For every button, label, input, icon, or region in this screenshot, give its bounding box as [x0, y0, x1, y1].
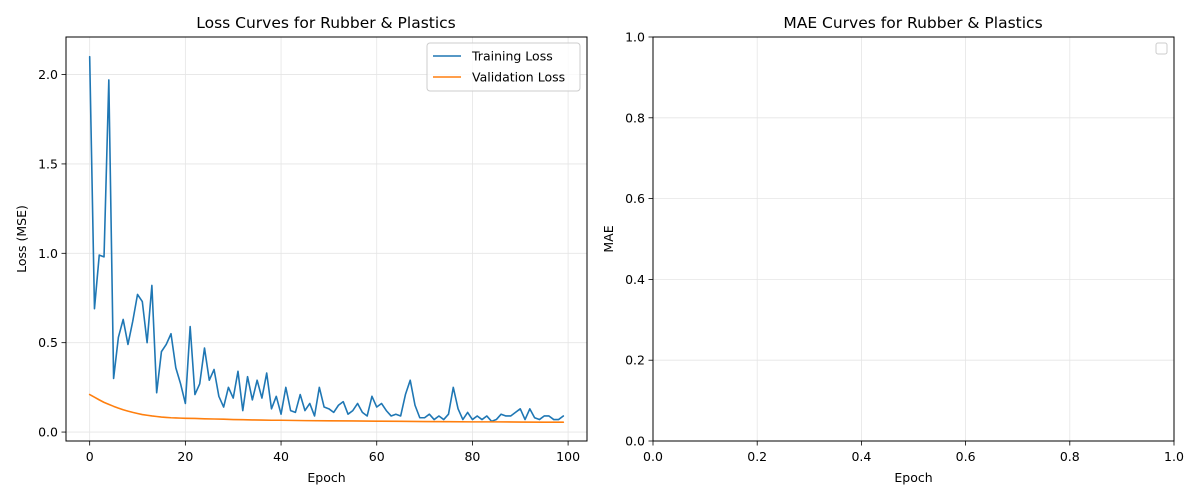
y-tick-label: 0.5 [38, 335, 58, 350]
validation-loss-line [88, 393, 565, 424]
loss-chart-x-axis-label: Epoch [307, 470, 345, 485]
y-tick-label: 0.4 [625, 272, 645, 287]
x-tick-label: 100 [556, 449, 580, 464]
x-tick-label: 40 [273, 449, 289, 464]
loss-chart-plot-area [88, 55, 565, 424]
x-tick-label: 0.2 [747, 449, 767, 464]
loss-chart-y-axis-label: Loss (MSE) [14, 205, 29, 273]
loss-chart-y-axis: 0.0 0.5 1.0 1.5 2.0 [38, 67, 66, 440]
mae-chart: MAE Curves for Rubber & Plastics 0.0 0.2 0… [601, 14, 1184, 485]
mae-chart-x-axis: 0.0 0.2 0.4 0.6 0.8 1.0 [643, 441, 1184, 464]
legend-validation-label: Validation Loss [472, 70, 565, 85]
y-tick-label: 2.0 [38, 67, 58, 82]
loss-chart-x-axis: 0 20 40 60 80 100 [86, 441, 580, 464]
training-loss-line [88, 55, 565, 423]
y-tick-label: 0.0 [38, 425, 58, 440]
x-tick-label: 0.4 [851, 449, 871, 464]
y-tick-label: 0.2 [625, 353, 645, 368]
mae-chart-title: MAE Curves for Rubber & Plastics [783, 14, 1042, 32]
x-tick-label: 0.8 [1060, 449, 1080, 464]
mae-chart-y-axis: 0.0 0.2 0.4 0.6 0.8 1.0 [625, 30, 653, 449]
x-tick-label: 20 [177, 449, 193, 464]
mae-chart-x-axis-label: Epoch [894, 470, 932, 485]
loss-chart: Loss Curves for Rubber & Plastics 0 20 40 6… [14, 14, 588, 485]
x-tick-label: 0.0 [643, 449, 663, 464]
loss-chart-frame [65, 36, 588, 442]
x-tick-label: 80 [464, 449, 480, 464]
y-tick-label: 0.0 [625, 434, 645, 449]
y-tick-label: 0.6 [625, 191, 645, 206]
legend-frame [426, 42, 581, 92]
mae-chart-empty-legend [1155, 42, 1168, 55]
x-tick-label: 0 [86, 449, 94, 464]
legend-training-label: Training Loss [471, 49, 553, 64]
y-tick-label: 0.8 [625, 110, 645, 125]
mae-chart-y-axis-label: MAE [601, 225, 616, 252]
loss-chart-title: Loss Curves for Rubber & Plastics [196, 14, 456, 32]
loss-chart-legend: Training Loss Validation Loss [426, 42, 581, 92]
y-tick-label: 1.0 [625, 30, 645, 45]
y-tick-label: 1.5 [38, 156, 58, 171]
x-tick-label: 0.6 [956, 449, 976, 464]
mae-chart-frame [652, 36, 1175, 442]
y-tick-label: 1.0 [38, 246, 58, 261]
x-tick-label: 1.0 [1164, 449, 1184, 464]
x-tick-label: 60 [369, 449, 385, 464]
